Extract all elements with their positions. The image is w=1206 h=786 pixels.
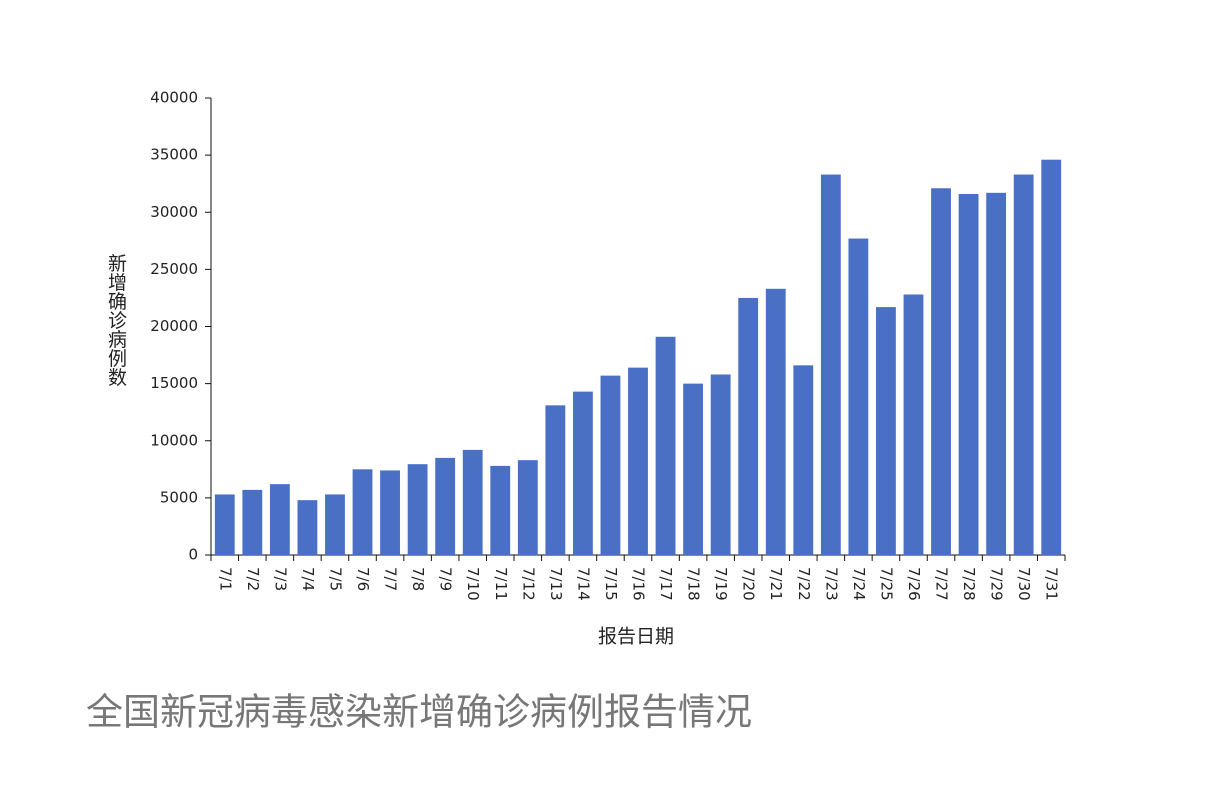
x-tick-label: 7/9 — [437, 567, 455, 591]
bar — [297, 500, 318, 555]
y-tick-label: 15000 — [150, 374, 198, 392]
y-tick-label: 30000 — [150, 203, 198, 221]
y-axis-label: 新增确诊病例数 — [105, 253, 127, 386]
bar — [242, 489, 263, 555]
bar — [517, 460, 538, 555]
y-tick-label: 10000 — [150, 431, 198, 449]
bar — [820, 174, 841, 556]
x-tick-label: 7/29 — [988, 567, 1006, 601]
x-axis-label: 报告日期 — [598, 626, 674, 648]
bar — [572, 391, 593, 555]
x-tick-label: 7/10 — [464, 567, 482, 601]
bar — [986, 192, 1007, 555]
x-tick-label: 7/18 — [685, 567, 703, 601]
y-tick-label: 25000 — [150, 260, 198, 278]
bar — [793, 365, 814, 555]
x-tick-label: 7/20 — [740, 567, 758, 601]
bar — [683, 383, 704, 555]
bar — [738, 297, 759, 555]
x-tick-label: 7/15 — [602, 567, 620, 601]
y-tick-label: 0 — [188, 546, 198, 564]
bar — [545, 405, 566, 555]
y-tick-label: 40000 — [150, 89, 198, 107]
bar — [1041, 159, 1062, 555]
x-tick-label: 7/24 — [850, 567, 868, 601]
bar — [462, 449, 483, 555]
bar — [380, 470, 400, 555]
bar — [490, 465, 511, 555]
chart-title: 全国新冠病毒感染新增确诊病例报告情况 — [86, 691, 752, 734]
x-tick-label: 7/31 — [1043, 567, 1061, 601]
bar — [352, 469, 373, 555]
y-tick-label: 20000 — [150, 317, 198, 335]
x-tick-label: 7/25 — [877, 567, 895, 601]
bar — [214, 494, 235, 555]
x-tick-label: 7/2 — [244, 567, 262, 591]
bar — [600, 375, 621, 555]
x-tick-label: 7/3 — [271, 567, 289, 591]
bar — [325, 494, 345, 555]
bar — [1013, 174, 1034, 556]
bar — [931, 188, 951, 555]
x-tick-label: 7/12 — [519, 567, 537, 601]
x-tick-label: 7/27 — [933, 567, 951, 601]
x-tick-label: 7/19 — [712, 567, 730, 601]
x-tick-label: 7/26 — [905, 567, 923, 601]
x-tick-label: 7/23 — [822, 567, 840, 601]
bar — [710, 374, 731, 555]
bar — [958, 193, 979, 555]
bar — [765, 288, 786, 555]
bar — [903, 294, 924, 555]
x-tick-label: 7/6 — [354, 567, 372, 591]
bar — [628, 367, 648, 555]
x-tick-label: 7/4 — [299, 567, 317, 591]
x-tick-label: 7/28 — [960, 567, 978, 601]
bar — [435, 457, 456, 555]
x-tick-label: 7/7 — [382, 567, 400, 591]
x-tick-label: 7/22 — [795, 567, 813, 601]
x-tick-label: 7/1 — [216, 567, 234, 591]
x-tick-label: 7/14 — [574, 567, 592, 601]
x-tick-label: 7/30 — [1015, 567, 1033, 601]
x-tick-label: 7/5 — [326, 567, 344, 591]
x-tick-label: 7/17 — [657, 567, 675, 601]
bar — [655, 336, 676, 555]
x-tick-label: 7/21 — [767, 567, 785, 601]
x-tick-label: 7/16 — [630, 567, 648, 601]
bar — [876, 307, 896, 555]
bar — [848, 238, 869, 555]
x-tick-label: 7/11 — [492, 567, 510, 601]
bar — [269, 484, 290, 555]
x-tick-label: 7/13 — [547, 567, 565, 601]
y-tick-label: 5000 — [160, 488, 198, 506]
x-tick-label: 7/8 — [409, 567, 427, 591]
y-tick-label: 35000 — [150, 146, 198, 164]
bar — [407, 464, 428, 555]
